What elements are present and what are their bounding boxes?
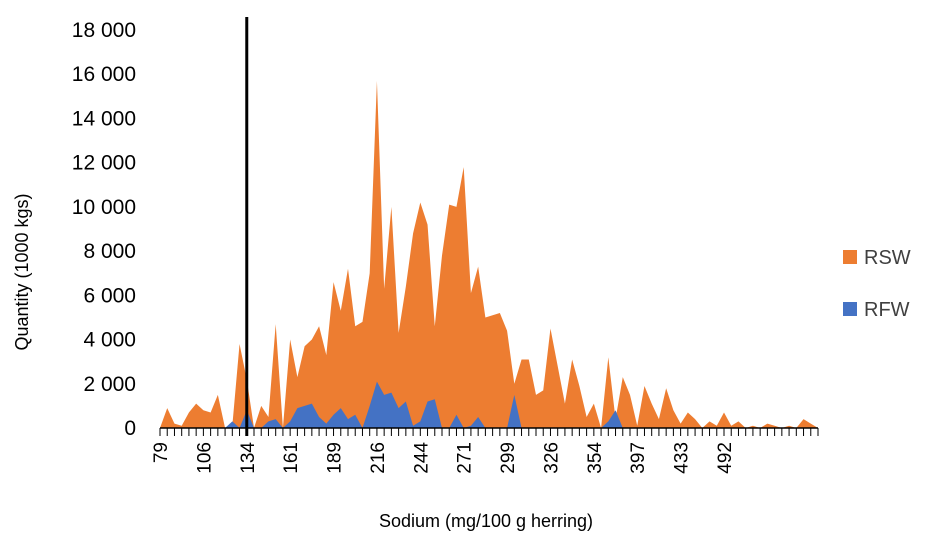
legend-swatch-rsw [843, 250, 857, 264]
x-tick-label: 216 [368, 442, 389, 474]
x-tick-label: 492 [715, 442, 736, 474]
legend-label-rsw: RSW [864, 247, 911, 269]
legend-swatch-rfw [843, 302, 857, 316]
x-axis-title: Sodium (mg/100 g herring) [379, 511, 593, 531]
x-tick-label: 189 [325, 442, 346, 474]
x-tick-label: 326 [542, 442, 563, 474]
x-tick-label: 161 [281, 442, 302, 474]
y-tick-label: 2 000 [83, 373, 136, 396]
x-tick-label: 397 [628, 442, 649, 474]
series-area-rsw [160, 80, 818, 429]
y-tick-label: 6 000 [83, 284, 136, 307]
y-tick-label: 12 000 [72, 152, 136, 175]
y-tick-label: 0 [124, 417, 136, 440]
x-tick-label: 354 [585, 442, 606, 474]
y-tick-label: 10 000 [72, 196, 136, 219]
x-tick-label: 106 [194, 442, 215, 474]
y-tick-label: 14 000 [72, 107, 136, 130]
legend-label-rfw: RFW [864, 299, 910, 321]
x-tick-label: 271 [455, 442, 476, 474]
series-layer [160, 80, 818, 429]
y-tick-label: 4 000 [83, 329, 136, 352]
label-layer: 0 2 000 4 000 6 000 8 000 10 000 12 000 14 000 1… [72, 19, 736, 474]
x-tick-label: 433 [672, 442, 693, 474]
x-tick-label: 244 [411, 442, 432, 474]
x-tick-label: 134 [238, 442, 259, 474]
x-tick-label: 79 [151, 442, 172, 463]
x-tick-label: 299 [498, 442, 519, 474]
y-tick-label: 16 000 [72, 63, 136, 86]
y-tick-label: 18 000 [72, 19, 136, 42]
axis-layer [159, 427, 819, 436]
legend: RSW RFW [843, 247, 911, 321]
y-tick-label: 8 000 [83, 240, 136, 263]
y-axis-title: Quantity (1000 kgs) [12, 193, 32, 350]
